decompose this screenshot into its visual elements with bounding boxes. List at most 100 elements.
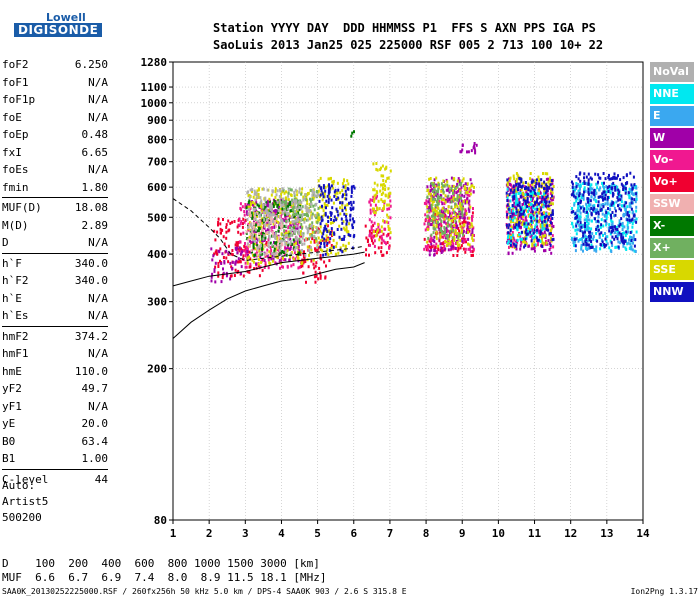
- x-tick-label: 4: [278, 527, 285, 540]
- echo-point-w: [512, 236, 515, 240]
- echo-point-w: [427, 200, 430, 204]
- echo-point-sse: [512, 207, 515, 211]
- echo-point-w: [430, 223, 433, 226]
- echo-point-sse: [426, 240, 429, 244]
- echo-point-nnw: [524, 237, 527, 241]
- echo-point-nnw: [580, 199, 582, 203]
- echo-point-noval: [309, 224, 312, 228]
- echo-point-sse: [280, 190, 283, 194]
- echo-point-nne: [580, 223, 583, 227]
- echo-point-noval: [308, 208, 310, 212]
- echo-point-nnw: [549, 243, 552, 247]
- echo-point-vo-: [370, 228, 373, 232]
- echo-point-nnw: [628, 214, 630, 218]
- echo-point-noval: [246, 242, 249, 246]
- echo-point-nnw: [546, 185, 549, 189]
- echo-point-nnw: [322, 184, 325, 188]
- echo-point-sse: [323, 239, 326, 243]
- echo-point-w: [246, 212, 249, 216]
- echo-point-x-: [450, 222, 453, 226]
- echo-point-nnw: [590, 191, 593, 195]
- echo-point-sse: [262, 247, 265, 251]
- echo-point-vo-: [243, 244, 246, 248]
- echo-point-sse: [540, 203, 543, 207]
- echo-point-ssw: [276, 251, 279, 255]
- echo-point-nne: [507, 240, 510, 244]
- echo-point-e: [611, 222, 614, 226]
- echo-point-e: [603, 213, 606, 217]
- echo-point-vo-: [326, 224, 329, 228]
- echo-point-sse: [374, 193, 377, 197]
- echo-point-vo-: [236, 225, 239, 229]
- echo-point-w: [278, 259, 281, 263]
- echo-point-e: [613, 214, 616, 218]
- echo-point-e: [578, 217, 581, 221]
- param-name: fxI: [2, 145, 22, 159]
- echo-point-vo-: [472, 207, 474, 210]
- echo-point-x-: [293, 197, 296, 201]
- echo-point-nnw: [632, 214, 635, 218]
- echo-point-w: [470, 233, 473, 237]
- echo-point-nne: [541, 218, 543, 222]
- echo-point-nne: [605, 217, 608, 221]
- echo-point-sse: [454, 205, 456, 209]
- echo-point-nnw: [319, 186, 322, 190]
- echo-point-x-: [316, 228, 319, 232]
- echo-point-w: [434, 218, 437, 222]
- echo-point-vo-: [234, 268, 237, 272]
- echo-point-e: [581, 193, 584, 197]
- echo-point-nnw: [617, 174, 619, 178]
- echo-point-w: [220, 280, 223, 284]
- echo-point-nnw: [349, 214, 352, 218]
- echo-point-x-: [447, 194, 450, 198]
- echo-point-sse: [441, 207, 444, 210]
- echo-point-nnw: [582, 209, 585, 213]
- echo-point-nnw: [626, 218, 629, 222]
- param-name: foE: [2, 110, 22, 124]
- echo-point-e: [585, 202, 588, 206]
- echo-point-x-: [273, 199, 276, 203]
- echo-point-nnw: [601, 195, 604, 199]
- echo-point-nnw: [328, 183, 330, 187]
- echo-point-sse: [339, 246, 342, 250]
- echo-point-sse: [431, 209, 434, 213]
- echo-point-ssw: [253, 215, 256, 218]
- echo-point-vo-: [241, 205, 244, 209]
- echo-point-vo-: [524, 208, 527, 212]
- echo-point-sse: [335, 245, 338, 249]
- echo-point-nnw: [583, 176, 585, 180]
- echo-point-w: [428, 249, 431, 253]
- echo-point-w: [471, 231, 474, 235]
- echo-point-nnw: [522, 198, 525, 202]
- echo-point-noval: [278, 223, 281, 227]
- echo-point-sse: [459, 203, 462, 207]
- echo-point-sse: [528, 222, 531, 226]
- echo-point-w: [433, 235, 436, 239]
- echo-point-sse: [516, 173, 519, 177]
- echo-point-w: [213, 269, 216, 273]
- echo-point-noval: [282, 197, 285, 201]
- echo-point-nnw: [523, 245, 526, 249]
- echo-point-x-: [454, 219, 457, 223]
- echo-point-x-: [309, 197, 311, 201]
- echo-point-noval: [293, 190, 296, 194]
- echo-point-nnw: [341, 221, 344, 225]
- echo-point-x-: [442, 190, 445, 194]
- legend-item: Vo+: [650, 172, 694, 192]
- echo-point-noval: [310, 202, 312, 206]
- echo-point-vo-: [270, 249, 273, 253]
- echo-point-noval: [270, 243, 273, 247]
- echo-point-vo-: [370, 225, 373, 229]
- echo-point-vo-: [239, 240, 242, 244]
- echo-point-vo-: [423, 222, 426, 226]
- param-name: yF2: [2, 382, 22, 395]
- echo-point-vo-: [452, 254, 455, 257]
- echo-point-x-: [283, 224, 286, 228]
- echo-point-sse: [435, 213, 438, 217]
- echo-point-nnw: [529, 230, 532, 234]
- echo-point-sse: [522, 214, 525, 218]
- echo-point-sse: [548, 207, 551, 211]
- echo-point-e: [598, 188, 601, 192]
- echo-point-w: [297, 245, 300, 249]
- echo-point-sse: [533, 211, 536, 215]
